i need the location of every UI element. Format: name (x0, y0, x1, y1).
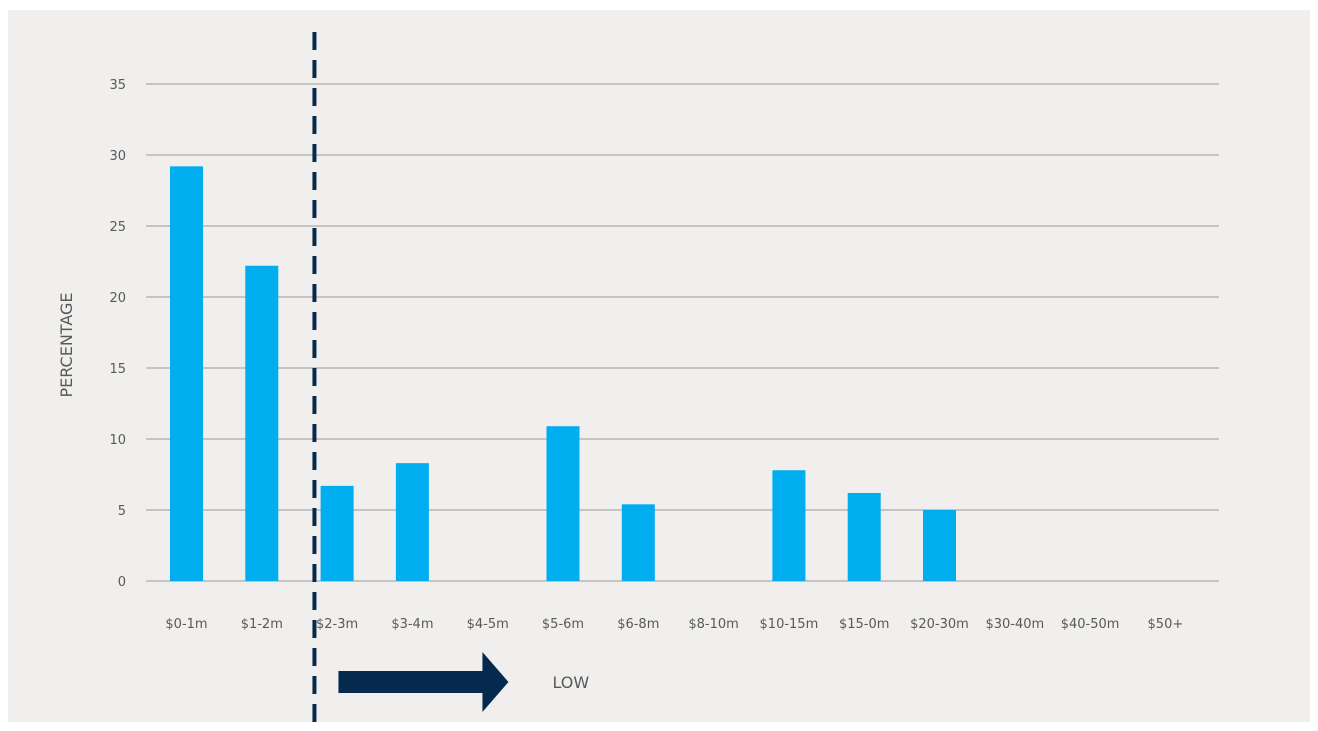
x-tick-label: $3-4m (391, 617, 433, 632)
y-tick-label: 5 (118, 504, 126, 519)
y-tick-label: 10 (109, 433, 126, 448)
low-arrow (338, 652, 509, 712)
bar (395, 463, 429, 581)
chart-panel: 0 5 10 15 20 25 30 35 $0-1m $1-2m $2-3m $3-4m $4-5m… (8, 10, 1310, 722)
x-tick-label: $40-50m (1061, 617, 1120, 632)
bar (772, 470, 806, 581)
x-tick-label: $4-5m (467, 617, 509, 632)
x-tick-label: $15-0m (839, 617, 889, 632)
x-tick-label: $20-30m (910, 617, 969, 632)
bar-chart: 0 5 10 15 20 25 30 35 $0-1m $1-2m $2-3m $3-4m $4-5m… (57, 32, 1219, 722)
x-tick-label: $10-15m (760, 617, 819, 632)
y-tick-label: 0 (118, 575, 126, 590)
bars (170, 166, 956, 582)
bar (170, 166, 203, 582)
y-tick-label: 35 (109, 78, 126, 93)
x-tick-label: $0-1m (165, 617, 207, 632)
annotation-low: LOW (552, 673, 589, 692)
x-tick-label: $6-8m (617, 617, 659, 632)
y-tick-label: 25 (109, 220, 126, 235)
y-tick-label: 20 (109, 291, 126, 306)
bar (923, 510, 956, 581)
bar (847, 492, 881, 581)
x-tick-label: $2-3m (316, 617, 358, 632)
y-axis-label: PERCENTAGE (57, 292, 76, 397)
bar (320, 485, 354, 581)
y-tick-label: 15 (109, 362, 126, 377)
y-tick-label: 30 (109, 149, 126, 164)
x-tick-label: $30-40m (985, 617, 1044, 632)
x-tick-label: $1-2m (241, 617, 283, 632)
y-axis-ticks: 0 5 10 15 20 25 30 35 (109, 78, 126, 590)
x-tick-label: $8-10m (688, 617, 738, 632)
bar (245, 265, 279, 581)
bar (621, 504, 655, 581)
x-tick-label: $5-6m (542, 617, 584, 632)
x-axis-ticks: $0-1m $1-2m $2-3m $3-4m $4-5m $5-6m $6-8m $8-10… (165, 617, 1183, 632)
bar (546, 426, 580, 581)
x-tick-label: $50+ (1148, 617, 1184, 632)
gridlines (146, 83, 1219, 582)
